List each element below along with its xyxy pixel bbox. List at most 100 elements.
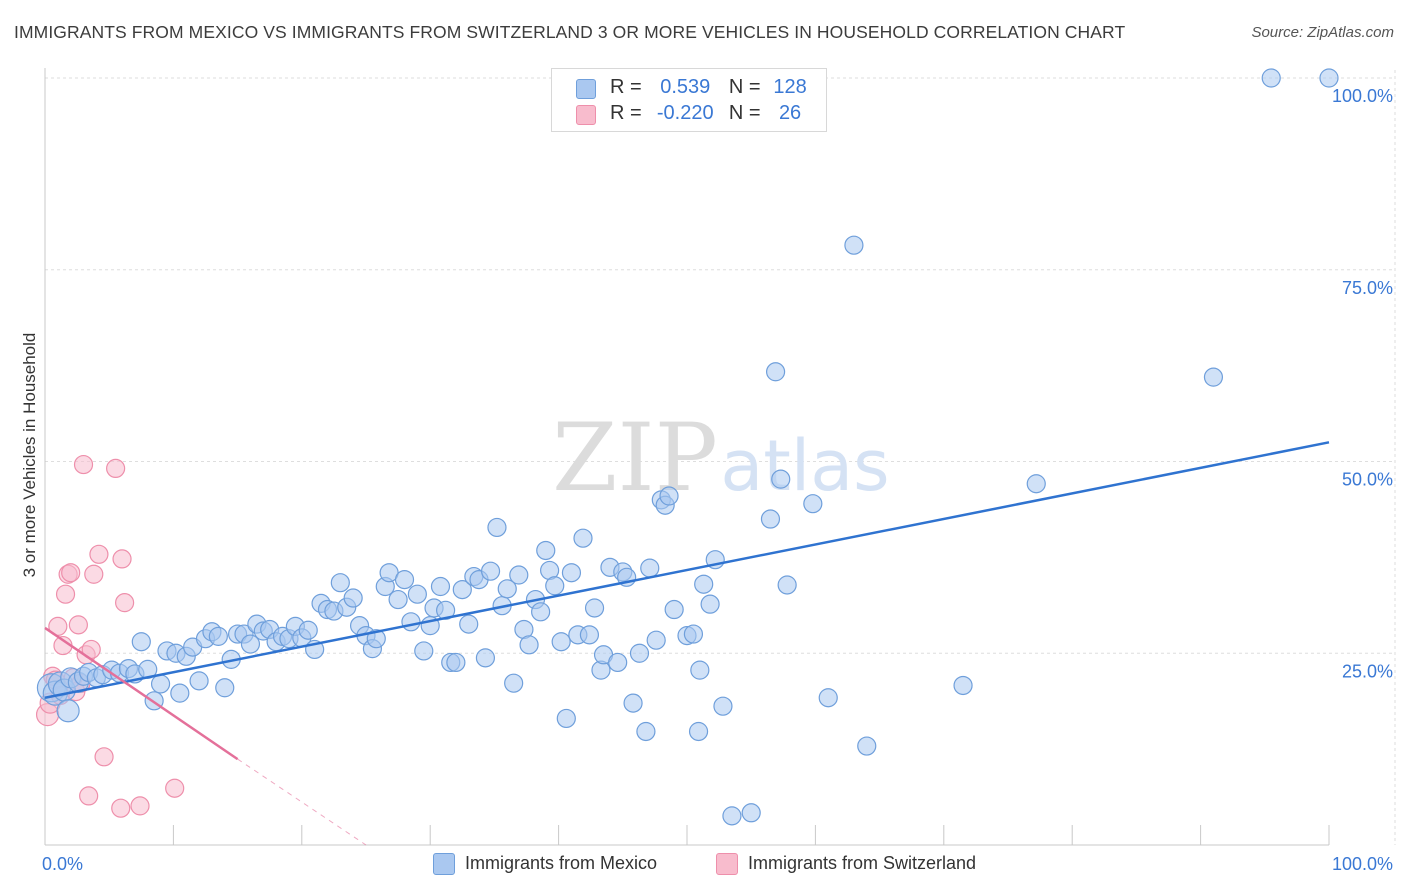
bottom-legend-swatch-switzerland	[716, 853, 738, 875]
legend-r-value: -0.220	[656, 102, 714, 124]
mexico-point	[1261, 68, 1281, 88]
mexico-point	[857, 736, 877, 756]
mexico-point	[298, 620, 318, 640]
switzerland-point	[73, 454, 94, 475]
mexico-point	[170, 683, 190, 703]
switzerland-point	[111, 798, 131, 818]
legend-swatch-mexico	[576, 79, 596, 99]
switzerland-trendline	[44, 626, 239, 761]
mexico-point	[150, 674, 171, 694]
y-tick-label: 25.0%	[1342, 661, 1393, 681]
stats-legend: R = 0.539 N = 128 R = -0.220 N = 26	[551, 68, 827, 132]
mexico-point	[519, 635, 539, 655]
mexico-point	[452, 579, 472, 600]
switzerland-point	[165, 778, 185, 798]
y-tick-label: 75.0%	[1342, 278, 1393, 298]
mexico-point	[700, 594, 720, 614]
switzerland-point	[61, 563, 81, 583]
mexico-point	[240, 634, 261, 654]
mexico-point	[803, 494, 823, 514]
mexico-point	[430, 576, 451, 597]
mexico-point	[584, 598, 605, 618]
mexico-point	[694, 574, 714, 594]
mexico-point	[818, 688, 838, 708]
chart-title: IMMIGRANTS FROM MEXICO VS IMMIGRANTS FRO…	[14, 22, 1126, 42]
mexico-point	[407, 584, 427, 604]
watermark: ZIP atlas	[552, 404, 889, 513]
mexico-point	[664, 599, 684, 620]
mexico-point	[1319, 68, 1339, 88]
mexico-point	[690, 660, 710, 680]
mexico-point	[636, 721, 656, 742]
mexico-point	[343, 588, 363, 608]
legend-n-value: 26	[778, 102, 802, 124]
trendlines	[44, 441, 1330, 846]
mexico-point	[131, 632, 151, 652]
mexico-point	[771, 469, 791, 489]
mexico-point	[1203, 367, 1224, 387]
mexico-point	[215, 678, 235, 698]
axes	[44, 68, 1330, 846]
mexico-point	[741, 803, 761, 823]
watermark-atlas: atlas	[720, 425, 889, 507]
bottom-legend-label-switzerland: Immigrants from Switzerland	[748, 853, 977, 873]
mexico-point	[646, 630, 666, 650]
mexico-point	[659, 486, 679, 506]
mexico-point	[688, 721, 709, 742]
switzerland-point	[84, 564, 104, 584]
mexico-point	[536, 540, 556, 561]
legend-r-value: 0.539	[660, 76, 711, 98]
mexico-point	[394, 570, 415, 590]
mexico-point	[551, 632, 571, 652]
tick-labels: 25.0% 50.0% 75.0% 100.0% 0.0% 100.0%	[42, 86, 1393, 874]
mexico-point	[330, 573, 350, 593]
watermark-zip: ZIP	[552, 404, 718, 513]
x-tick-label: 100.0%	[1332, 854, 1393, 874]
legend-r-label: R =	[610, 102, 642, 124]
mexico-point	[573, 528, 593, 548]
mexico-point	[475, 648, 496, 668]
mexico-point	[722, 806, 742, 826]
mexico-point	[713, 696, 733, 716]
switzerland-point	[106, 458, 126, 479]
mexico-point	[561, 563, 582, 583]
switzerland-point	[55, 584, 76, 604]
mexico-point	[208, 626, 228, 646]
legend-n-label: N =	[728, 102, 761, 124]
legend-n-label: N =	[728, 76, 761, 98]
legend-n-value: 128	[773, 76, 807, 98]
mexico-point	[765, 362, 786, 382]
switzerland-point	[115, 593, 135, 613]
mexico-point	[579, 625, 600, 645]
chart-source: Source: ZipAtlas.com	[1251, 24, 1394, 41]
mexico-point	[760, 509, 781, 529]
mexico-point	[366, 629, 386, 649]
mexico-point	[414, 641, 434, 661]
mexico-point	[189, 671, 209, 691]
mexico-point	[509, 565, 529, 585]
bottom-legend-swatch-mexico	[433, 853, 455, 875]
switzerland-point	[79, 786, 99, 806]
mexico-point	[497, 579, 517, 599]
switzerland-point	[89, 544, 109, 564]
mexico-point	[531, 602, 551, 622]
mexico-point	[777, 575, 797, 595]
legend-swatch-switzerland	[576, 105, 596, 125]
mexico-point	[640, 558, 660, 578]
mexico-point	[629, 643, 650, 663]
mexico-point	[504, 673, 524, 693]
mexico-point	[446, 652, 466, 673]
y-tick-label: 100.0%	[1332, 86, 1393, 106]
mexico-point	[844, 235, 864, 255]
bottom-legend-label-mexico: Immigrants from Mexico	[465, 853, 658, 873]
mexico-point	[401, 612, 421, 632]
mexico-point	[623, 693, 643, 713]
legend-r-label: R =	[610, 76, 642, 98]
switzerland-point	[94, 747, 114, 767]
switzerland-point	[68, 615, 88, 635]
mexico-point	[480, 561, 501, 581]
switzerland-point	[130, 796, 150, 816]
mexico-point	[556, 708, 576, 729]
mexico-point	[487, 517, 507, 538]
